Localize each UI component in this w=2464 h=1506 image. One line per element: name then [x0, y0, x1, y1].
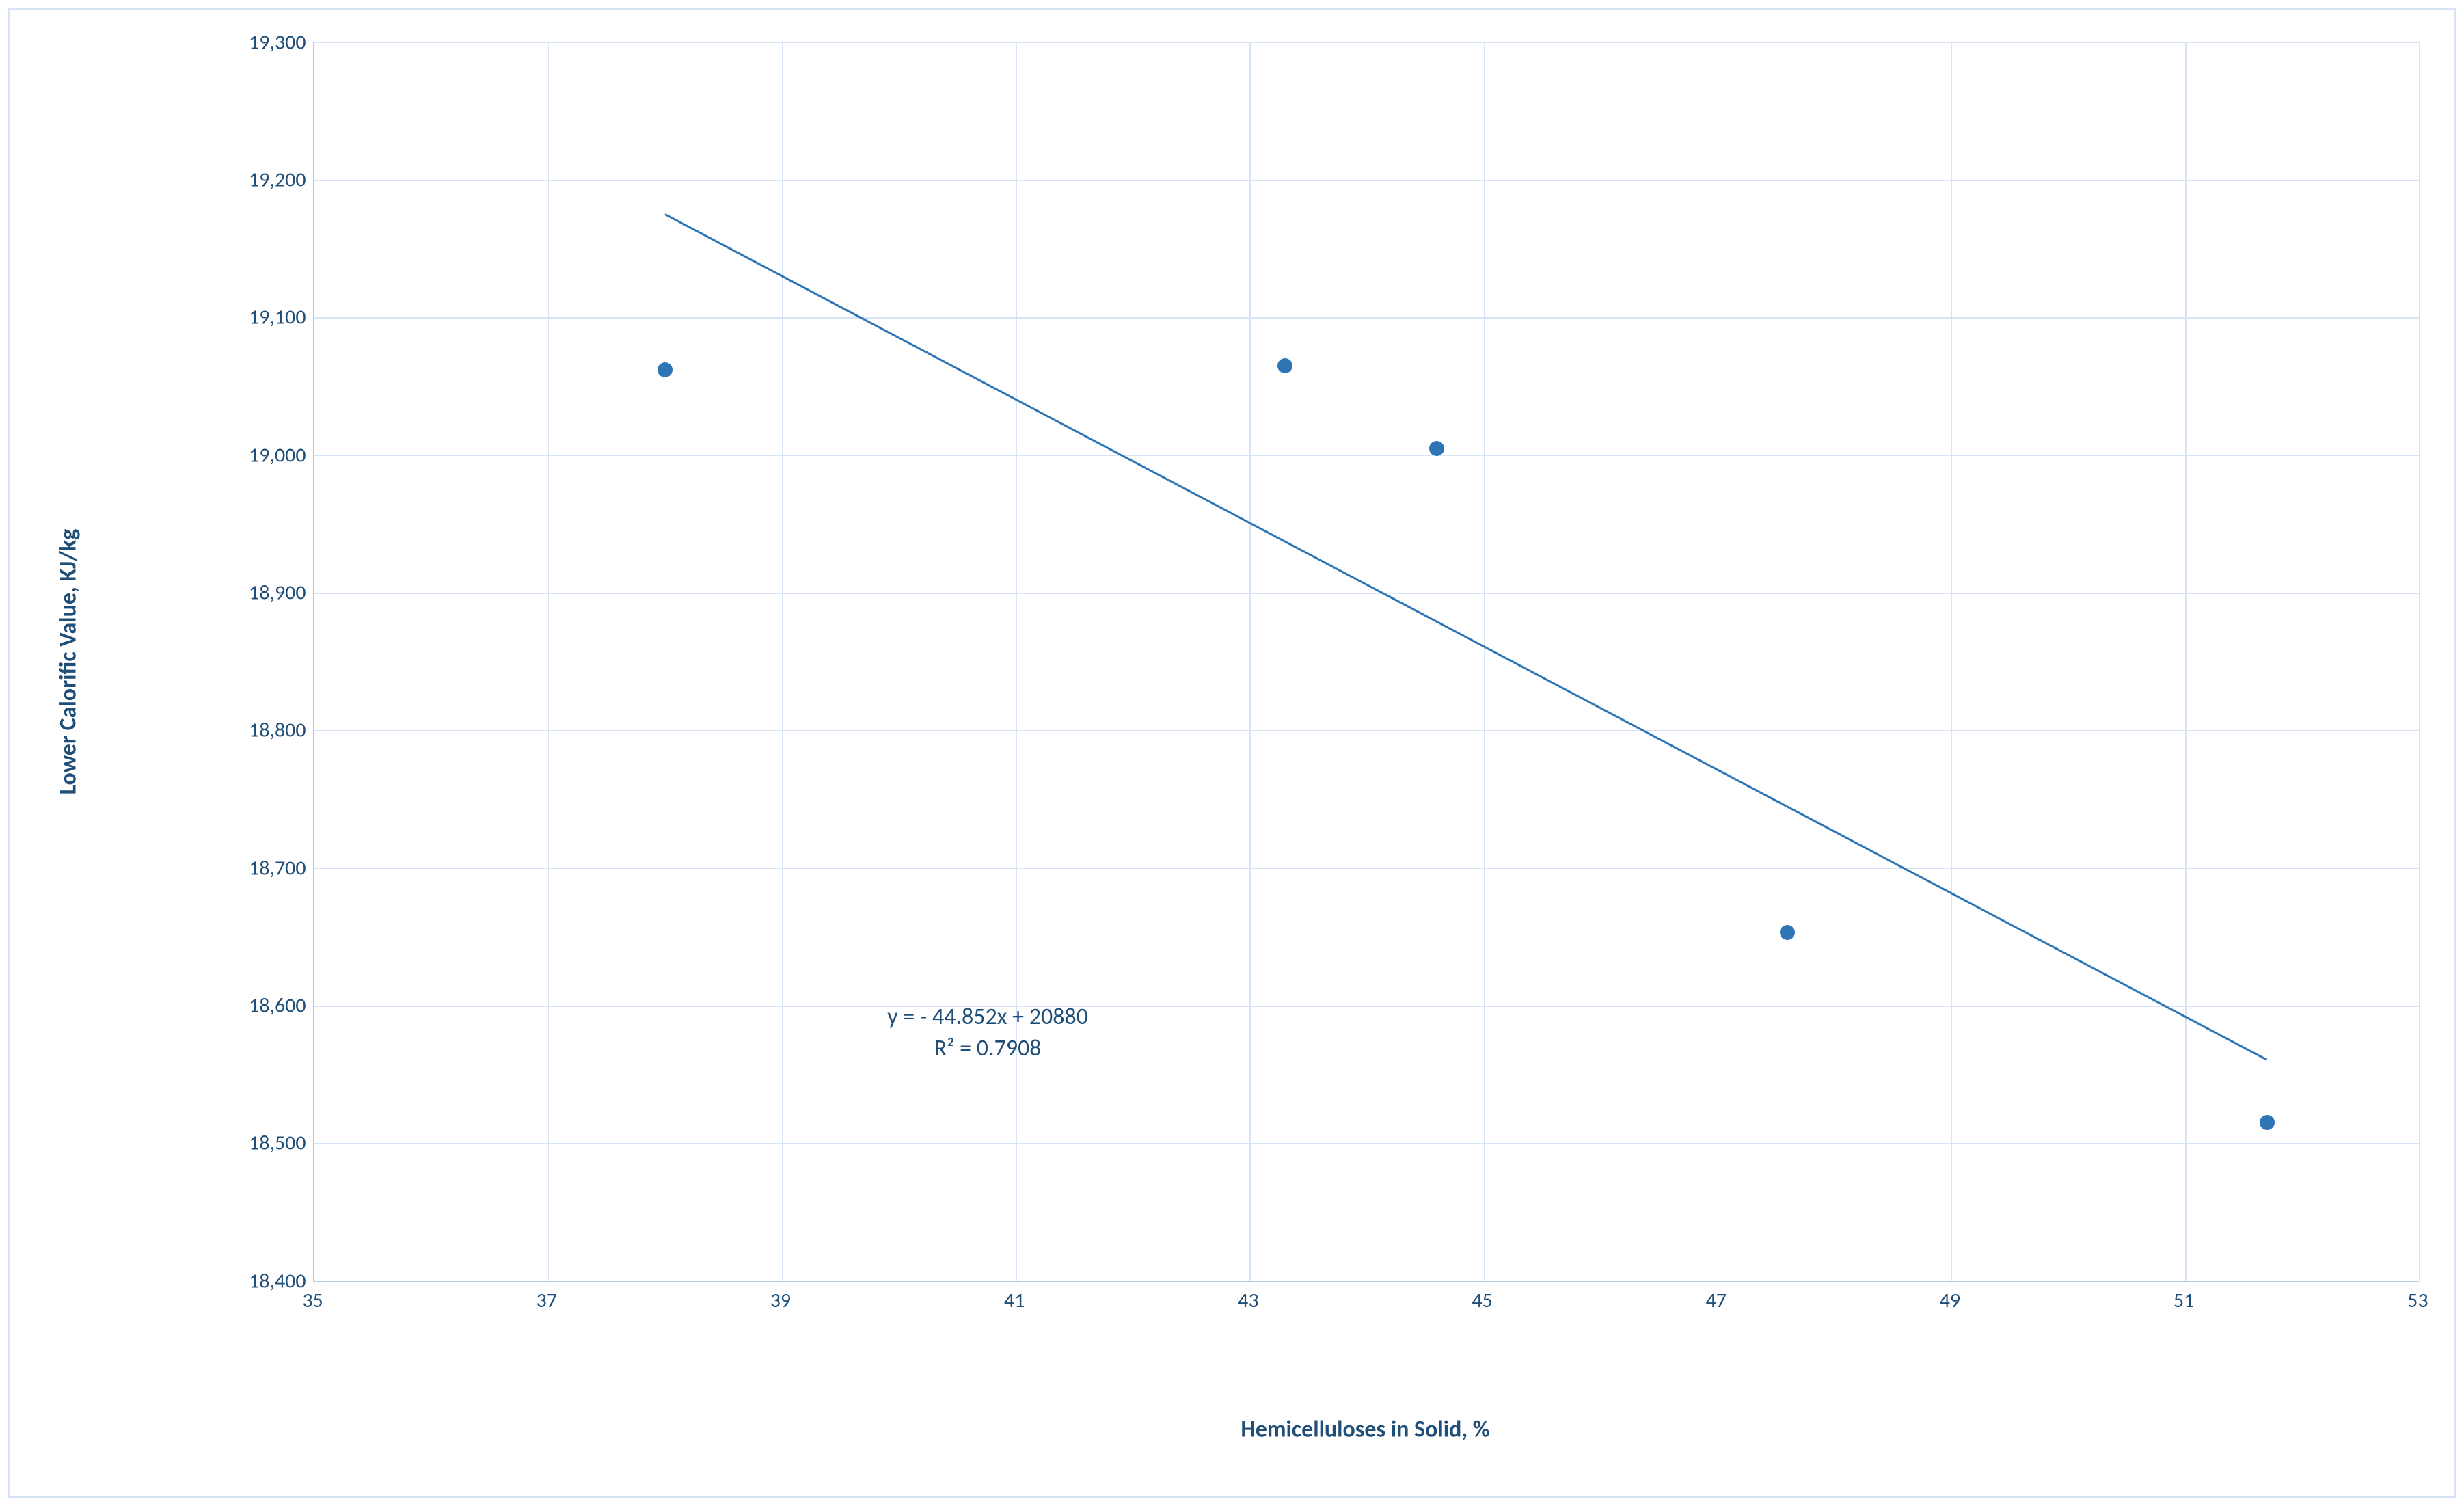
trendline: [664, 213, 2267, 1060]
gridline-vertical: [2185, 42, 2187, 1281]
chart-container: y = - 44.852x + 20880R² = 0.7908 Lower C…: [0, 0, 2464, 1506]
x-axis-title: Hemicelluloses in Solid, %: [1241, 1416, 1489, 1444]
x-tick-label: 51: [2174, 1288, 2194, 1313]
gridline-vertical: [548, 42, 550, 1281]
y-tick-label: 19,000: [249, 442, 306, 468]
gridline-horizontal: [314, 180, 2420, 181]
y-tick-label: 19,100: [249, 305, 306, 330]
gridline-horizontal: [314, 1143, 2420, 1144]
y-tick-label: 18,500: [249, 1131, 306, 1156]
x-tick-label: 47: [1706, 1288, 1727, 1313]
gridline-horizontal: [314, 455, 2420, 457]
x-tick-label: 37: [537, 1288, 557, 1313]
y-tick-label: 18,900: [249, 580, 306, 606]
x-tick-label: 53: [2407, 1288, 2428, 1313]
chart-frame: y = - 44.852x + 20880R² = 0.7908 Lower C…: [8, 8, 2456, 1498]
y-tick-label: 18,400: [249, 1268, 306, 1293]
y-tick-label: 18,800: [249, 718, 306, 743]
equation-annotation: y = - 44.852x + 20880R² = 0.7908: [887, 1001, 1088, 1064]
gridline-horizontal: [314, 42, 2420, 44]
y-tick-label: 18,600: [249, 993, 306, 1019]
data-point: [658, 362, 673, 377]
gridline-vertical: [1951, 42, 1953, 1281]
x-tick-label: 45: [1472, 1288, 1492, 1313]
gridline-vertical: [1016, 42, 1017, 1281]
data-point: [1277, 358, 1292, 373]
y-tick-label: 19,200: [249, 167, 306, 193]
x-tick-label: 39: [770, 1288, 791, 1313]
data-point: [2260, 1115, 2275, 1130]
gridline-vertical: [1484, 42, 1485, 1281]
gridline-vertical: [1718, 42, 1719, 1281]
y-tick-label: 19,300: [249, 29, 306, 55]
equation-line: y = - 44.852x + 20880: [887, 1001, 1088, 1033]
data-point: [1429, 441, 1444, 456]
gridline-horizontal: [314, 1006, 2420, 1007]
gridline-vertical: [782, 42, 783, 1281]
x-tick-label: 43: [1238, 1288, 1258, 1313]
gridline-horizontal: [314, 868, 2420, 870]
plot-area: y = - 44.852x + 20880R² = 0.7908: [313, 42, 2420, 1282]
y-axis-title: Lower Calorific Value, KJ/kg: [54, 528, 82, 794]
data-point: [1780, 925, 1795, 940]
gridline-vertical: [2419, 42, 2420, 1281]
gridline-horizontal: [314, 593, 2420, 594]
rsquared-line: R² = 0.7908: [887, 1033, 1088, 1064]
x-tick-label: 49: [1940, 1288, 1960, 1313]
y-tick-label: 18,700: [249, 855, 306, 880]
gridline-horizontal: [314, 317, 2420, 319]
gridline-horizontal: [314, 730, 2420, 731]
gridline-vertical: [1249, 42, 1251, 1281]
x-tick-label: 41: [1004, 1288, 1025, 1313]
